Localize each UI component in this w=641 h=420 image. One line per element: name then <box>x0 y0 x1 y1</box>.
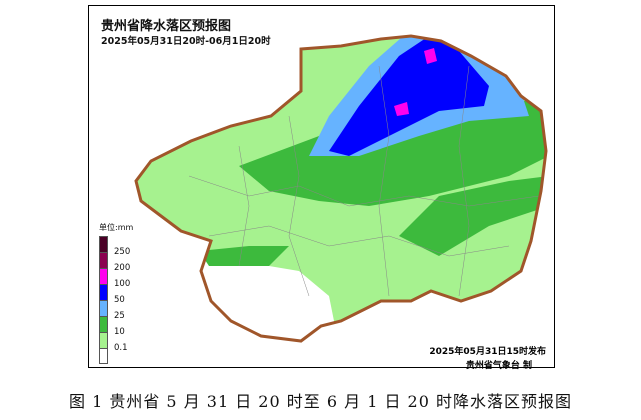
legend-swatch <box>99 236 108 252</box>
figure-caption: 图 1 贵州省 5 月 31 日 20 时至 6 月 1 日 20 时降水落区预… <box>68 392 572 411</box>
legend-swatch: 250 <box>99 247 130 268</box>
region-10-25mm-east <box>399 176 546 256</box>
map-title: 贵州省降水落区预报图 <box>101 19 232 34</box>
legend-label: 200 <box>114 263 131 273</box>
precipitation-map <box>134 34 548 343</box>
region-50-100mm <box>329 36 489 156</box>
legend-label: 100 <box>114 279 131 289</box>
map-subtitle: 2025年05月31日20时-06月1日20时 <box>101 36 271 47</box>
legend-swatch: 10 <box>99 327 125 348</box>
region-100-200mm <box>424 48 437 64</box>
county-borders <box>188 65 540 297</box>
legend-label: 10 <box>114 327 125 337</box>
legend-label: 50 <box>114 295 125 305</box>
legend-label: 0.1 <box>114 343 128 353</box>
forecast-map-frame: 贵州省降水落区预报图 2025年05月31日20时-06月1日20时 单位:mm… <box>88 5 555 371</box>
issue-time: 2025年05月31日15时发布 <box>429 347 546 357</box>
legend-swatch: 100 <box>99 279 130 300</box>
legend-label: 25 <box>114 311 125 321</box>
legend-swatch: 200 <box>99 263 130 284</box>
legend-swatch: 0.1 <box>99 343 128 364</box>
legend-swatch: 25 <box>99 311 125 332</box>
issuer: 贵州省气象台 制 <box>465 361 532 371</box>
legend-swatch: 50 <box>99 295 125 316</box>
region-10-25mm <box>239 101 546 206</box>
region-10-25mm-west <box>199 246 289 266</box>
legend-label: 250 <box>114 247 131 257</box>
legend-unit: 单位:mm <box>99 223 134 232</box>
region-100-200mm-2 <box>394 102 409 116</box>
legend: 单位:mm 250 200 100 50 25 10 0.1 <box>99 222 133 364</box>
